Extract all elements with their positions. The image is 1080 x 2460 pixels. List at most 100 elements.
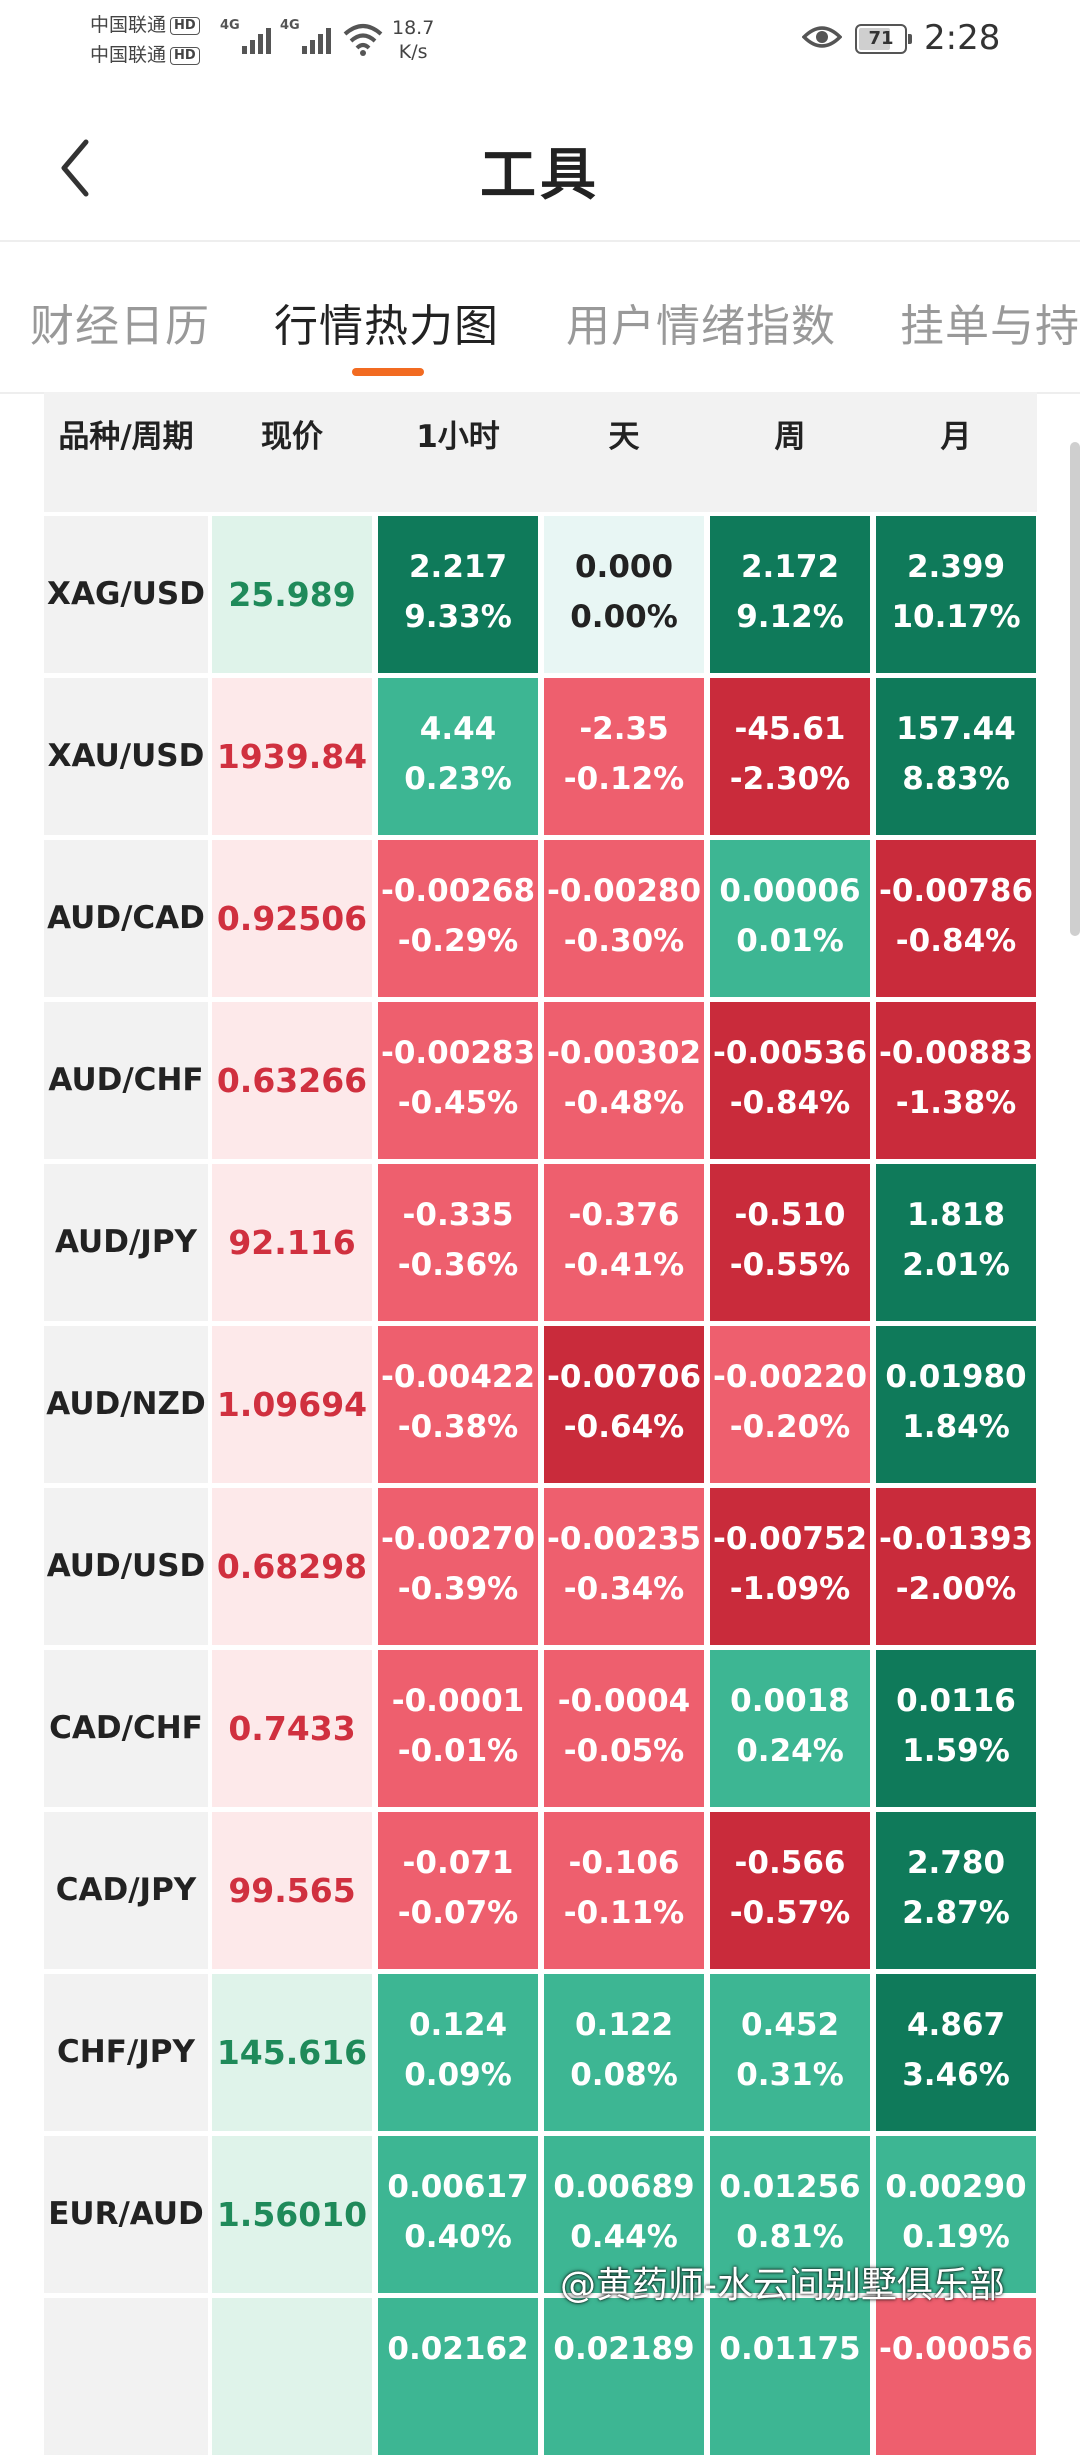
change-cell: 0.000 0.00% xyxy=(544,516,704,673)
change-percent: 9.12% xyxy=(736,599,844,635)
change-value: 0.00689 xyxy=(553,2169,695,2205)
change-percent: 0.44% xyxy=(570,2219,678,2255)
change-cell: 2.780 2.87% xyxy=(876,1812,1036,1969)
change-percent: -0.29% xyxy=(397,923,519,959)
battery-icon: 71 xyxy=(855,24,912,54)
tab-sentiment[interactable]: 用户情绪指数 xyxy=(566,301,836,352)
change-value: 0.000 xyxy=(574,549,674,585)
table-row[interactable]: EUR/AUD 1.56010 0.00617 0.40% 0.00689 0.44% 0.… xyxy=(44,2136,1037,2298)
scrollbar[interactable] xyxy=(1070,442,1080,936)
table-row[interactable]: AUD/JPY 92.116 -0.335 -0.36% -0.376 -0.41% -0.… xyxy=(44,1164,1037,1326)
change-cell: -0.00056 xyxy=(876,2298,1036,2455)
change-value: 0.122 xyxy=(574,2007,674,2043)
change-percent: -0.07% xyxy=(397,1895,519,1931)
price-cell: 92.116 xyxy=(212,1164,372,1321)
change-cell: 2.172 9.12% xyxy=(710,516,870,673)
change-cell: -0.106 -0.11% xyxy=(544,1812,704,1969)
tab-calendar[interactable]: 财经日历 xyxy=(30,301,210,352)
change-cell: 0.124 0.09% xyxy=(378,1974,538,2131)
change-cell: -0.376 -0.41% xyxy=(544,1164,704,1321)
change-cell: -45.61 -2.30% xyxy=(710,678,870,835)
change-cell: 0.02162 xyxy=(378,2298,538,2455)
change-cell: 0.01175 xyxy=(710,2298,870,2455)
header-day[interactable]: 天 xyxy=(608,419,640,455)
change-percent: 0.23% xyxy=(404,761,512,797)
change-percent: -0.12% xyxy=(563,761,685,797)
change-value: -0.00235 xyxy=(546,1521,702,1557)
change-value: -0.510 xyxy=(734,1197,846,1233)
heatmap-table: 品种/周期 现价 1小时 天 周 月 XAG/USD 25.989 2.217 9.3… xyxy=(44,392,1037,2455)
clock: 2:28 xyxy=(924,18,1001,58)
change-value: 157.44 xyxy=(896,711,1016,747)
change-value: 0.00290 xyxy=(885,2169,1027,2205)
change-percent: -1.09% xyxy=(729,1571,851,1607)
change-cell: 2.399 10.17% xyxy=(876,516,1036,673)
header-1h[interactable]: 1小时 xyxy=(416,419,500,455)
table-row[interactable]: 0.02162 0.02189 0.01175 -0.00056 xyxy=(44,2298,1037,2460)
table-row[interactable]: CHF/JPY 145.616 0.124 0.09% 0.122 0.08% 0.452 0… xyxy=(44,1974,1037,2136)
symbol-cell: AUD/CAD xyxy=(44,840,208,997)
change-cell: -0.01393 -2.00% xyxy=(876,1488,1036,1645)
symbol-cell: CAD/JPY xyxy=(44,1812,208,1969)
change-percent: 10.17% xyxy=(891,599,1021,635)
carrier-label-2: 中国联通 HD xyxy=(90,44,200,66)
table-row[interactable]: XAU/USD 1939.84 4.44 0.23% -2.35 -0.12% -45.61… xyxy=(44,678,1037,840)
change-cell: 0.01256 0.81% xyxy=(710,2136,870,2293)
symbol-cell: XAU/USD xyxy=(44,678,208,835)
change-percent: 0.00% xyxy=(570,599,678,635)
table-row[interactable]: XAG/USD 25.989 2.217 9.33% 0.000 0.00% 2.172 9.… xyxy=(44,516,1037,678)
table-row[interactable]: AUD/NZD 1.09694 -0.00422 -0.38% -0.00706 -0.6… xyxy=(44,1326,1037,1488)
change-value: 1.818 xyxy=(906,1197,1006,1233)
change-value: 0.124 xyxy=(408,2007,508,2043)
change-value: -0.00706 xyxy=(546,1359,702,1395)
change-cell: 4.44 0.23% xyxy=(378,678,538,835)
change-value: 4.44 xyxy=(419,711,497,747)
change-cell: -0.0004 -0.05% xyxy=(544,1650,704,1807)
change-percent: -0.48% xyxy=(563,1085,685,1121)
header-month[interactable]: 月 xyxy=(940,419,972,455)
price-cell xyxy=(212,2298,372,2455)
change-value: -0.00270 xyxy=(380,1521,536,1557)
watermark: @黄药师-水云间别墅俱乐部 xyxy=(560,2265,1005,2306)
change-value: 0.00006 xyxy=(719,873,861,909)
tab-heatmap[interactable]: 行情热力图 xyxy=(274,301,499,352)
header-week[interactable]: 周 xyxy=(774,419,806,455)
page-title: 工具 xyxy=(480,143,600,208)
back-arrow-icon[interactable] xyxy=(50,128,110,208)
symbol-cell: AUD/JPY xyxy=(44,1164,208,1321)
tab-orders-positions[interactable]: 挂单与持 xyxy=(900,301,1080,352)
change-percent: 1.59% xyxy=(902,1733,1010,1769)
table-row[interactable]: AUD/USD 0.68298 -0.00270 -0.39% -0.00235 -0.3… xyxy=(44,1488,1037,1650)
change-cell: -0.00422 -0.38% xyxy=(378,1326,538,1483)
change-percent: 1.84% xyxy=(902,1409,1010,1445)
change-percent: -0.55% xyxy=(729,1247,851,1283)
change-cell: 0.452 0.31% xyxy=(710,1974,870,2131)
change-cell: -0.00752 -1.09% xyxy=(710,1488,870,1645)
change-percent: -0.01% xyxy=(397,1733,519,1769)
change-value: 0.00617 xyxy=(387,2169,529,2205)
price-cell: 25.989 xyxy=(212,516,372,673)
change-cell: -0.00883 -1.38% xyxy=(876,1002,1036,1159)
change-value: -0.00786 xyxy=(878,873,1034,909)
change-cell: 157.44 8.83% xyxy=(876,678,1036,835)
change-percent: -1.38% xyxy=(895,1085,1017,1121)
change-value: 0.01175 xyxy=(719,2331,861,2367)
table-row[interactable]: AUD/CHF 0.63266 -0.00283 -0.45% -0.00302 -0.4… xyxy=(44,1002,1037,1164)
change-percent: 2.87% xyxy=(902,1895,1010,1931)
table-row[interactable]: CAD/JPY 99.565 -0.071 -0.07% -0.106 -0.11% -0.… xyxy=(44,1812,1037,1974)
change-value: -0.00280 xyxy=(546,873,702,909)
change-value: 0.02189 xyxy=(553,2331,695,2367)
app-header: 工具 xyxy=(0,90,1080,242)
change-percent: 3.46% xyxy=(902,2057,1010,2093)
change-value: -0.00056 xyxy=(878,2331,1034,2367)
change-value: -0.00283 xyxy=(380,1035,536,1071)
price-cell: 1.09694 xyxy=(212,1326,372,1483)
change-value: -0.00752 xyxy=(712,1521,868,1557)
change-cell: -0.00302 -0.48% xyxy=(544,1002,704,1159)
table-row[interactable]: AUD/CAD 0.92506 -0.00268 -0.29% -0.00280 -0.3… xyxy=(44,840,1037,1002)
table-row[interactable]: CAD/CHF 0.7433 -0.0001 -0.01% -0.0004 -0.05% 0… xyxy=(44,1650,1037,1812)
change-value: 0.0116 xyxy=(896,1683,1016,1719)
price-cell: 1939.84 xyxy=(212,678,372,835)
change-value: -45.61 xyxy=(734,711,846,747)
symbol-cell: AUD/CHF xyxy=(44,1002,208,1159)
